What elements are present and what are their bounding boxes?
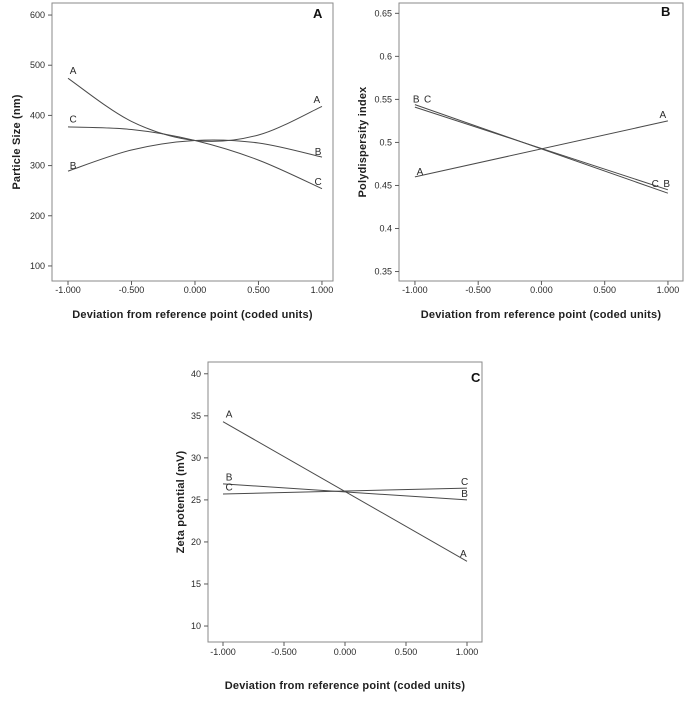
series-label-A: A (460, 549, 467, 560)
x-tick-label: 0.500 (395, 647, 418, 657)
y-tick-label: 35 (191, 411, 201, 421)
plot-frame (51, 2, 334, 282)
series-label-A: A (314, 95, 321, 106)
series-line-B (222, 483, 468, 501)
y-tick-label: 400 (30, 110, 45, 120)
panel-letter-b: B (661, 4, 671, 19)
series-label-C: C (315, 177, 322, 188)
x-tick-label: 1.000 (311, 285, 334, 295)
series-label-B: B (663, 179, 670, 190)
series-label-B: B (315, 147, 322, 158)
series-line-C (414, 106, 669, 191)
x-tick-label: 1.000 (657, 285, 680, 295)
y-tick-label: 200 (30, 211, 45, 221)
series-label-B: B (226, 473, 233, 484)
y-tick-label: 300 (30, 161, 45, 171)
x-tick-label: 0.500 (593, 285, 616, 295)
series-line-B (67, 139, 323, 172)
panel-polydispersity: 0.35 0.4 0.45 0.5 0.55 0.6 0.65 -1.000 -0.500 0.0… (342, 0, 685, 340)
x-tick-label: -1.000 (55, 285, 81, 295)
y-axis-title-particle-size: Particle Size (nm) (11, 94, 23, 190)
series-line-C (67, 126, 323, 190)
y-tick-label: 0.55 (374, 94, 392, 104)
x-tick-label: -0.500 (271, 647, 297, 657)
y-tick-label: 0.35 (374, 267, 392, 277)
x-tick-label: -0.500 (465, 285, 491, 295)
panel-letter-a: A (313, 6, 323, 21)
series-label-A: A (70, 66, 77, 77)
series-label-C: C (424, 94, 431, 105)
panel-zeta-potential: 10 15 20 25 30 35 40 -1.000 -0.500 0.000 0.500 1.00… (170, 350, 515, 701)
series-label-B: B (461, 489, 468, 500)
y-tick-label: 40 (191, 369, 201, 379)
x-tick-label: 0.500 (247, 285, 270, 295)
x-tick-label: -1.000 (402, 285, 428, 295)
y-tick-label: 25 (191, 495, 201, 505)
series-label-A: A (660, 110, 667, 121)
y-tick-label: 30 (191, 453, 201, 463)
series-line-C (222, 487, 468, 495)
y-axis-title-polydispersity: Polydispersity index (357, 86, 369, 198)
particle-size-plot: 100 200 300 400 500 600 -1.000 -0.500 0.000 0.500… (30, 2, 334, 295)
y-tick-label: 600 (30, 10, 45, 20)
x-axis-title-c: Deviation from reference point (coded un… (224, 680, 466, 692)
x-tick-label: 0.000 (184, 285, 207, 295)
y-tick-label: 10 (191, 621, 201, 631)
y-tick-label: 20 (191, 537, 201, 547)
x-axis-title-b: Deviation from reference point (coded un… (420, 309, 662, 321)
plot-frame (207, 361, 483, 643)
y-tick-label: 100 (30, 261, 45, 271)
zeta-potential-plot: 10 15 20 25 30 35 40 -1.000 -0.500 0.000 0.500 1.00… (191, 361, 483, 657)
y-axis-title-zeta-potential: Zeta potential (mV) (175, 450, 187, 554)
polydispersity-plot: 0.35 0.4 0.45 0.5 0.55 0.6 0.65 -1.000 -0.500 0.0… (374, 2, 684, 295)
panel-letter-c: C (471, 370, 481, 385)
x-tick-label: 0.000 (334, 647, 357, 657)
x-axis-title-a: Deviation from reference point (coded un… (72, 309, 313, 321)
y-tick-label: 0.4 (379, 223, 392, 233)
x-tick-label: -0.500 (119, 285, 145, 295)
plot-frame (398, 2, 684, 282)
x-tick-label: 0.000 (530, 285, 553, 295)
panel-particle-size: 100 200 300 400 500 600 -1.000 -0.500 0.000 0.500… (0, 0, 342, 340)
series-label-A: A (226, 410, 233, 421)
x-tick-label: 1.000 (456, 647, 479, 657)
x-tick-label: -1.000 (210, 647, 236, 657)
series-label-C: C (461, 477, 468, 488)
y-tick-label: 0.45 (374, 180, 392, 190)
y-tick-label: 0.6 (379, 51, 392, 61)
series-label-C: C (225, 482, 232, 493)
series-label-B: B (70, 161, 77, 172)
y-tick-label: 0.5 (379, 137, 392, 147)
series-label-C: C (69, 114, 76, 125)
y-tick-label: 500 (30, 60, 45, 70)
series-label-A: A (417, 167, 424, 178)
y-tick-label: 15 (191, 579, 201, 589)
series-label-B: B (413, 94, 420, 105)
y-tick-label: 0.65 (374, 8, 392, 18)
series-line-A (67, 77, 323, 142)
series-label-C: C (652, 179, 659, 190)
